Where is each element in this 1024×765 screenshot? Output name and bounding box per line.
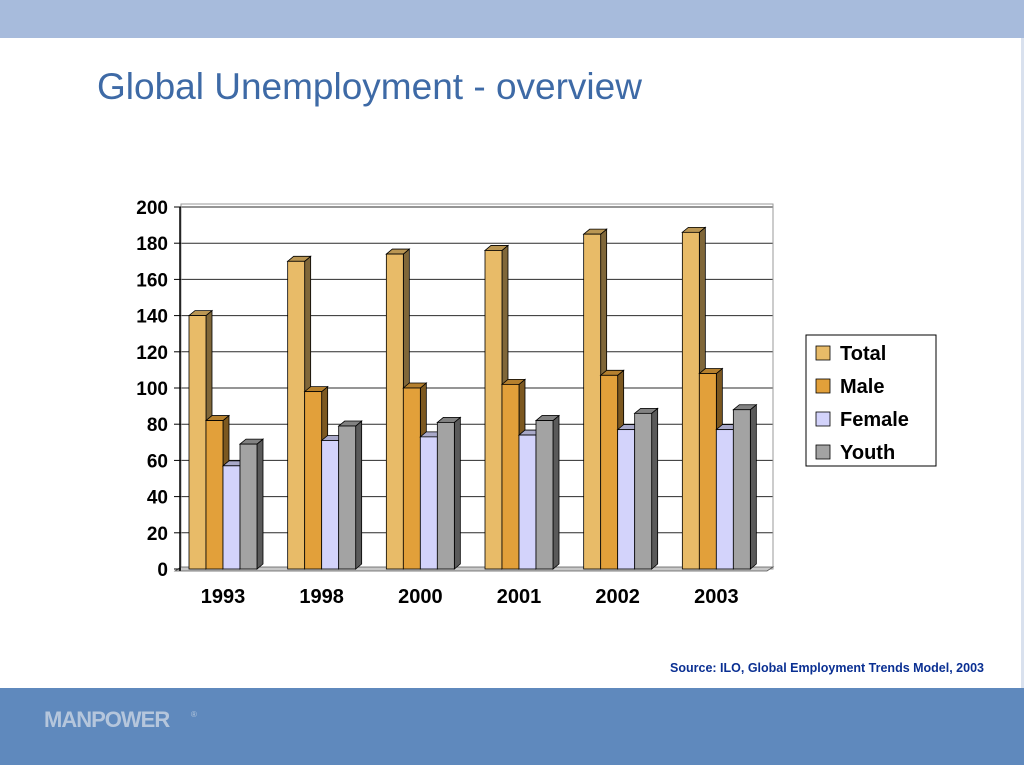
bar-youth-2000 xyxy=(436,421,455,570)
y-axis: 0 20 40 60 80 100 120 140 160 180 200 xyxy=(136,198,181,581)
legend-label-youth: Youth xyxy=(840,442,895,464)
bar-female-2001 xyxy=(518,434,537,570)
legend-swatch-youth xyxy=(815,444,831,460)
right-edge-rule xyxy=(1021,38,1024,688)
x-tick-label: 2000 xyxy=(398,586,443,608)
x-tick-label: 2002 xyxy=(595,586,640,608)
bar-youth-1993 xyxy=(239,443,258,570)
legend: Total Male Female Youth xyxy=(805,334,937,467)
gridlines xyxy=(181,206,773,534)
bar-total-2002 xyxy=(583,233,602,570)
y-tick-label: 40 xyxy=(147,488,168,509)
bar-side xyxy=(256,438,264,570)
legend-label-total: Total xyxy=(840,343,886,365)
slide-title: Global Unemployment - overview xyxy=(97,66,642,107)
bar-total-2000 xyxy=(385,253,404,570)
bottom-band xyxy=(0,688,1024,765)
bar-total-2001 xyxy=(484,250,503,570)
y-tick-label: 180 xyxy=(136,234,168,255)
bar-total-1993 xyxy=(188,315,207,570)
bar-side xyxy=(651,407,659,570)
bar-side xyxy=(749,403,757,570)
x-tick-label: 2001 xyxy=(497,586,542,608)
bar-youth-2003 xyxy=(732,409,751,570)
legend-label-female: Female xyxy=(840,409,909,431)
legend-swatch-male xyxy=(815,378,831,394)
manpower-logo: MANPOWER xyxy=(44,707,170,732)
y-tick-label: 120 xyxy=(136,343,168,364)
bar-side xyxy=(453,416,461,570)
bar-male-2000 xyxy=(402,387,421,570)
x-axis-labels: 1993 1998 2000 2001 2002 2003 xyxy=(201,586,739,608)
source-note: Source: ILO, Global Employment Trends Mo… xyxy=(670,661,984,675)
legend-label-male: Male xyxy=(840,376,884,398)
bars xyxy=(187,226,758,570)
bar-youth-2001 xyxy=(535,420,554,570)
y-tick-label: 200 xyxy=(136,198,168,219)
y-tick-label: 140 xyxy=(136,307,168,328)
bar-female-1998 xyxy=(321,440,340,570)
bar-total-1998 xyxy=(287,260,306,570)
bar-side xyxy=(552,414,560,570)
bar-male-1993 xyxy=(205,420,224,570)
bar-female-1993 xyxy=(222,465,241,570)
unemployment-chart: 0 20 40 60 80 100 120 140 160 180 200 1993 1998 2000… xyxy=(136,198,937,608)
bar-male-2001 xyxy=(501,383,520,570)
legend-swatch-female xyxy=(815,411,831,427)
y-tick-label: 0 xyxy=(157,560,168,581)
y-tick-label: 20 xyxy=(147,524,168,545)
top-band xyxy=(0,0,1024,38)
bar-male-2002 xyxy=(600,374,619,570)
bar-female-2002 xyxy=(617,429,636,570)
x-tick-label: 1993 xyxy=(201,586,246,608)
bar-female-2003 xyxy=(715,429,734,570)
bar-total-2003 xyxy=(681,231,700,570)
y-tick-label: 60 xyxy=(147,451,168,472)
bar-male-1998 xyxy=(304,391,323,570)
bar-side xyxy=(355,420,363,570)
legend-swatch-total xyxy=(815,345,831,361)
bar-youth-1998 xyxy=(338,425,357,570)
logo-registered-mark: ® xyxy=(191,710,197,719)
bar-youth-2002 xyxy=(634,412,653,570)
y-tick-label: 80 xyxy=(147,415,168,436)
bar-male-2003 xyxy=(698,373,717,570)
x-tick-label: 1998 xyxy=(299,586,344,608)
y-tick-label: 100 xyxy=(136,379,168,400)
x-tick-label: 2003 xyxy=(694,586,739,608)
y-tick-label: 160 xyxy=(136,270,168,291)
bar-female-2000 xyxy=(419,436,438,570)
